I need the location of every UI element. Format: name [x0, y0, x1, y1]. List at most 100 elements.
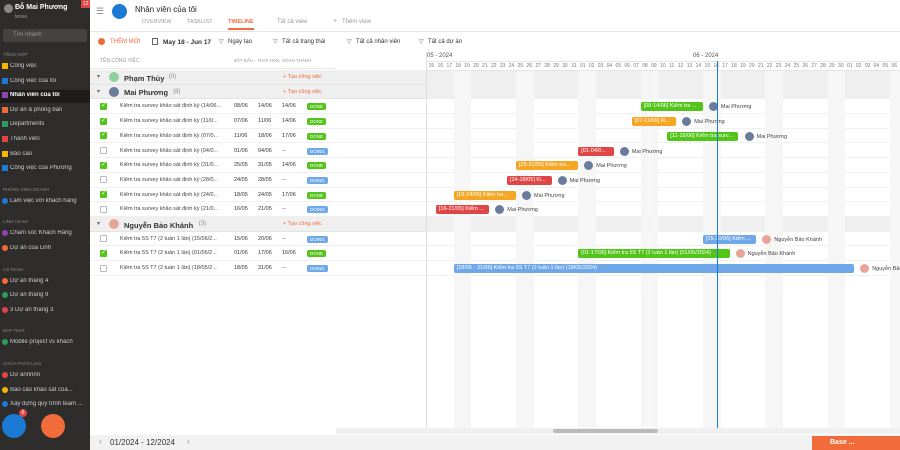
create-task[interactable]: + Tạo công việc [283, 74, 322, 80]
task-name[interactable]: Kiểm tra 5S T7 (2 tuần 1 lần) (18/05/2..… [120, 265, 217, 272]
nav-item[interactable]: Công việc của Phương [10, 165, 72, 172]
add-view[interactable]: Thêm view [342, 19, 372, 25]
task-name[interactable]: Kiểm tra survey khảo sát định kỳ (21/0..… [120, 206, 219, 213]
filter[interactable]: Ngày tạo [228, 39, 253, 45]
nav-item[interactable]: Báo cáo khảo sát của... [10, 386, 73, 393]
nav-item[interactable]: Chăm sóc Khách Hàng [10, 230, 72, 237]
day-label: 01 [846, 63, 853, 69]
task-button[interactable] [41, 414, 65, 438]
start-date: 01/06 [234, 147, 248, 154]
filter[interactable]: Tất cả dự án [428, 39, 463, 45]
weekend-col [898, 70, 900, 430]
sidebar: Đỗ Mai Phương tessa 12 Tìm nhanh TỔNG HỢ… [0, 0, 90, 450]
nav-item[interactable]: Dự án tháng 4 [10, 277, 49, 284]
nav-item[interactable]: Công việc của tôi [10, 77, 57, 84]
nav-item[interactable]: Mobile project vs khách [10, 339, 73, 346]
day-label: 18 [455, 63, 461, 69]
view-select[interactable]: Tất cả view [277, 19, 308, 25]
task-bar[interactable]: [08-14/06] Kiểm tra ... [640, 102, 703, 112]
notif-badge: 12 [81, 0, 90, 8]
task-name[interactable]: Kiểm tra survey khảo sát định kỳ (31/0..… [120, 162, 219, 169]
task-name[interactable]: Kiểm tra survey khảo sát định kỳ (11/0..… [120, 118, 218, 125]
checkbox[interactable] [100, 161, 107, 169]
nav-item[interactable]: Làm việc với khách hàng [10, 197, 77, 204]
assignee-avatar [762, 234, 772, 244]
task-bar[interactable]: [01-04/0... [578, 146, 614, 156]
filter[interactable]: Tất cả trạng thái [282, 39, 326, 45]
task-name[interactable]: Kiểm tra survey khảo sát định kỳ (14/06.… [120, 103, 222, 110]
task-row [90, 246, 900, 262]
checkbox[interactable] [100, 205, 107, 213]
check-mark: ✓ [101, 161, 107, 168]
create-task[interactable]: + Tạo công việc [283, 88, 322, 95]
search-box[interactable] [3, 29, 87, 42]
assignee-avatar [708, 102, 718, 112]
nav-item[interactable]: Departments [10, 121, 45, 128]
task-bar[interactable]: [11-18/06] Kiểm tra surv... [667, 131, 739, 141]
task-row [90, 173, 900, 188]
nav-item[interactable]: Nhân viên của tôi [10, 92, 60, 99]
day-label: 25 [517, 63, 524, 69]
day-label: 07 [633, 63, 639, 69]
tab-active[interactable]: TIMELINE [228, 19, 254, 30]
checkbox[interactable] [100, 264, 107, 272]
task-bar[interactable]: [18/05 - 31/06] Kiểm tra 5S T7 (2 tuần 1… [453, 264, 855, 274]
add-button[interactable]: THÊM MỚI [110, 39, 141, 45]
checkbox[interactable] [100, 176, 107, 184]
next[interactable]: › [187, 437, 190, 446]
task-name[interactable]: Kiểm tra survey khảo sát định kỳ (07/0..… [120, 132, 219, 139]
tab[interactable]: TASKLIST [187, 19, 213, 25]
base-label: Base ... [830, 439, 855, 446]
due-date: 20/06 [258, 235, 272, 242]
task-bar[interactable]: [25-31/05] Kiểm tra... [516, 161, 579, 171]
checkbox[interactable] [100, 102, 107, 110]
task-bar[interactable]: [07-11/06] Ki... [631, 117, 677, 127]
nav-item[interactable]: 3 Dự án tháng 3 [10, 306, 54, 313]
create-task[interactable]: + Tạo công việc [283, 221, 322, 227]
task-bar[interactable]: [18-24/05] Kiểm tra... [453, 190, 516, 200]
checkbox[interactable] [100, 117, 107, 125]
task-bar[interactable]: [24-28/05] Ki... [507, 175, 552, 185]
start-date: 01/06 [234, 250, 248, 257]
tab[interactable]: OVERVIEW [142, 19, 172, 25]
day-label: 02 [588, 63, 595, 69]
day-label: 19 [464, 63, 470, 69]
base-widget[interactable] [812, 436, 900, 450]
nav-item[interactable]: Thành viên [10, 136, 40, 142]
chat-button[interactable] [2, 414, 26, 438]
due-date: 21/05 [258, 206, 272, 213]
task-name[interactable]: Kiểm tra 5S T7 (2 tuần 1 lần) (15/06/2..… [120, 235, 217, 242]
nav-item[interactable]: Dự án & phòng ban [10, 106, 63, 113]
status-badge: DOING [307, 176, 328, 184]
nav-item[interactable]: Báo cáo [10, 150, 33, 157]
date-range[interactable]: May 18 - Jun 17 [163, 39, 212, 46]
task-bar[interactable]: [01-17/06] Kiểm tra 5S T7 (2 tuần 1 lần)… [578, 249, 730, 259]
checkbox[interactable] [100, 191, 107, 199]
prev[interactable]: ‹ [99, 437, 102, 446]
checkbox[interactable] [100, 132, 107, 140]
nav-item[interactable]: Dự ánnnnn [10, 372, 41, 378]
task-bar[interactable]: [15-20/06] Kiểm ... [702, 234, 757, 244]
due-date: 04/06 [258, 147, 272, 154]
checkbox[interactable] [100, 249, 107, 257]
scroll-thumb[interactable] [553, 429, 658, 433]
task-bar[interactable]: [16-21/05] Kiểm ... [435, 205, 490, 215]
checkbox[interactable] [100, 147, 107, 154]
task-name[interactable]: Kiểm tra survey khảo sát định kỳ (28/0..… [120, 176, 219, 183]
nav-item[interactable]: Công việc [10, 63, 37, 69]
start-date: 08/06 [234, 103, 248, 110]
menu-icon[interactable]: ☰ [96, 6, 105, 16]
nav-item[interactable]: Dự án của Linh [10, 245, 52, 251]
task-name[interactable]: Kiểm tra survey khảo sát định kỳ (04/0..… [120, 147, 219, 154]
day-label: 11 [669, 63, 675, 69]
checkbox[interactable] [100, 235, 107, 243]
filter[interactable]: Tất cả nhân viên [356, 39, 401, 45]
done-date: 14/06 [282, 118, 296, 125]
nav-item[interactable]: Dự án tháng 9 [10, 292, 49, 299]
day-label: 17 [722, 63, 728, 69]
nav-item[interactable]: Xây dựng quy trình team ... [10, 401, 83, 408]
filter-icon: ▽ [347, 39, 352, 45]
task-name[interactable]: Kiểm tra 5S T7 (2 tuần 1 lần) (01/06/2..… [120, 250, 217, 257]
start-date: 25/05 [234, 162, 248, 169]
task-name[interactable]: Kiểm tra survey khảo sát định kỳ (24/0..… [120, 191, 219, 198]
